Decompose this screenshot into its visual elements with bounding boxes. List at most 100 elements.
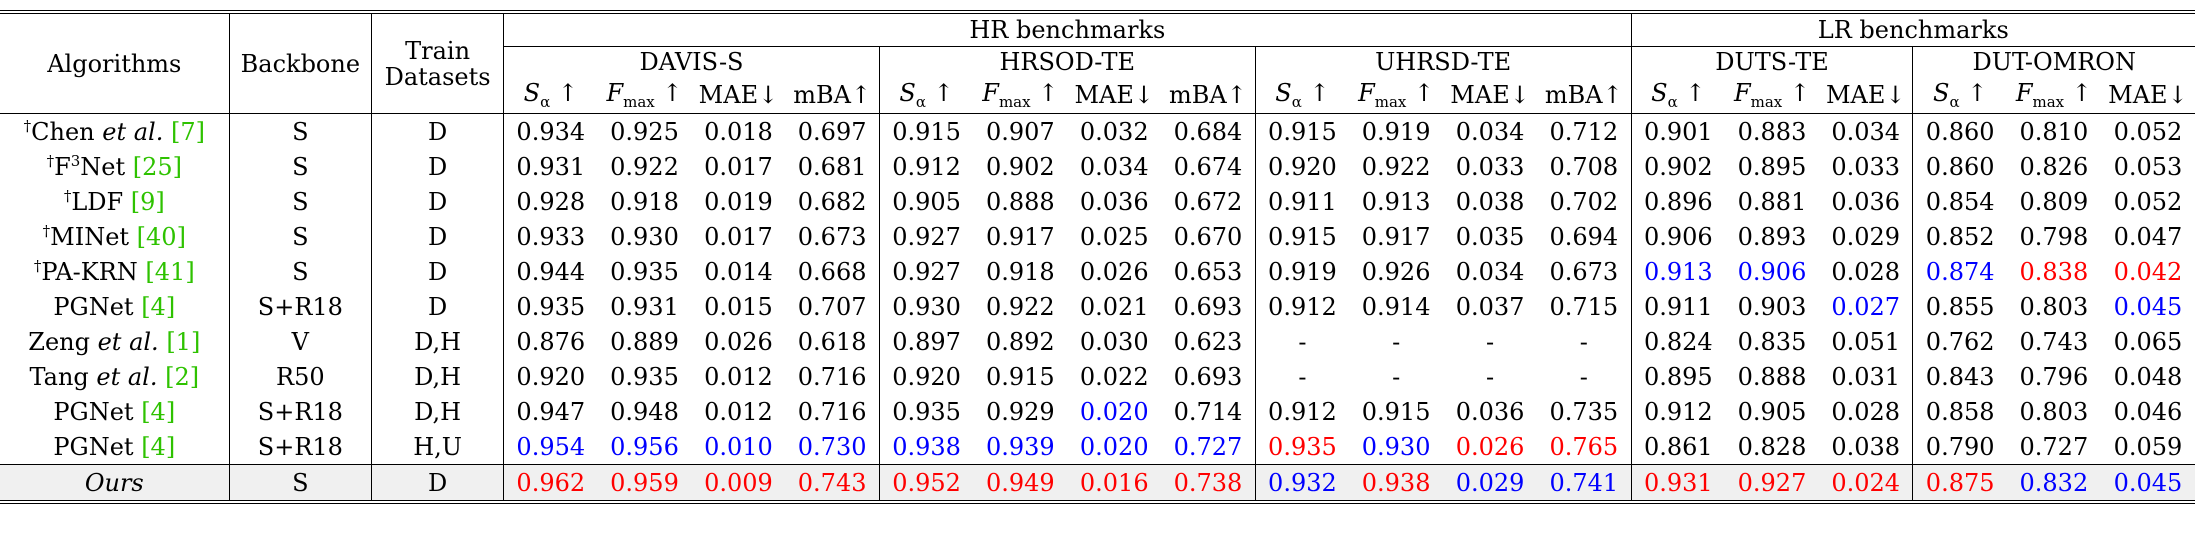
col-header-backbone: Backbone (229, 12, 373, 114)
table-row: †MINet [40] S D 0.933 0.930 0.017 0.673 0.927 0.… (0, 219, 2195, 254)
cell-davis-mae: 0.017 (704, 222, 773, 251)
citation-link[interactable]: [9] (130, 188, 165, 216)
cell-train-datasets: D (371, 149, 505, 184)
cell-dutomron-mae: 0.047 (2113, 222, 2183, 251)
cell-uhrsd-mba: - (1537, 359, 1632, 394)
table-row: PGNet [4] S+R18 D,H 0.947 0.948 0.012 0.716 0.9… (0, 394, 2195, 429)
citation-link[interactable]: [40] (136, 223, 186, 251)
cell-dutomron-mae: 0.065 (2113, 327, 2183, 356)
cell-davis-mba: 0.707 (785, 289, 880, 324)
cell-duts-mae: 0.031 (1818, 359, 1914, 394)
dataset-header-davis-s: DAVIS-S (503, 46, 880, 77)
cell-uhrsd-f-max: 0.913 (1361, 187, 1431, 216)
cell-uhrsd-f-max: 0.922 (1361, 152, 1431, 181)
cell-hrsod-mae: 0.034 (1079, 152, 1149, 181)
cell-train-datasets: D (371, 113, 505, 149)
cell-backbone: S (229, 219, 373, 254)
cell-davis-mba: 0.697 (785, 113, 880, 149)
cell-dutomron-s-alpha: 0.854 (1925, 187, 1995, 216)
citation-link[interactable]: [41] (145, 258, 195, 286)
cell-hrsod-f-max: 0.888 (985, 187, 1055, 216)
cell-duts-f-max: 0.888 (1737, 362, 1807, 391)
metric-header-dutomron-mae: MAE↓ (2100, 77, 2195, 114)
cell-davis-mba: 0.618 (785, 324, 880, 359)
cell-algorithm: PGNet [4] (0, 394, 230, 429)
cell-train-datasets: H,U (371, 429, 505, 465)
cell-davis-mba: 0.673 (785, 219, 880, 254)
cell-algorithm: †LDF [9] (0, 184, 230, 219)
table-row: PGNet [4] S+R18 D 0.935 0.931 0.015 0.707 0.930… (0, 289, 2195, 324)
cell-uhrsd-f-max: 0.930 (1361, 432, 1431, 461)
cell-davis-mae: 0.012 (704, 397, 773, 426)
dataset-header-dut-omron: DUT-OMRON (1972, 48, 2136, 76)
cell-duts-mae: 0.028 (1818, 254, 1914, 289)
cell-dutomron-mae: 0.045 (2113, 292, 2183, 321)
table-row: †F3Net [25] S D 0.931 0.922 0.017 0.681 0.912 0.… (0, 149, 2195, 184)
cell-algorithm: †PA-KRN [41] (0, 254, 230, 289)
cell-davis-mae: 0.015 (704, 292, 773, 321)
metric-header-hrsod-s-alpha: Sα ↑ (879, 77, 974, 114)
cell-uhrsd-s-alpha: 0.912 (1268, 292, 1337, 321)
cell-davis-s-alpha: 0.876 (516, 327, 586, 356)
cell-dutomron-s-alpha: 0.843 (1925, 362, 1995, 391)
cell-duts-f-max: 0.893 (1737, 222, 1807, 251)
cell-uhrsd-mae: 0.037 (1455, 292, 1525, 321)
cell-uhrsd-mae: 0.034 (1455, 257, 1525, 286)
cell-hrsod-s-alpha: 0.905 (892, 187, 961, 216)
cell-dutomron-mae: 0.059 (2113, 432, 2183, 461)
cell-backbone: R50 (229, 359, 373, 394)
cell-duts-s-alpha: 0.902 (1643, 152, 1713, 181)
cell-davis-mba: 0.716 (785, 359, 880, 394)
citation-link[interactable]: [4] (141, 397, 176, 426)
cell-backbone: S+R18 (229, 394, 373, 429)
cell-davis-mba: 0.743 (785, 464, 880, 502)
cell-davis-mae: 0.012 (704, 362, 773, 391)
group-header-lr: LR benchmarks (1631, 12, 2195, 47)
cell-uhrsd-mae: 0.033 (1455, 152, 1525, 181)
cell-duts-mae: 0.024 (1818, 464, 1914, 502)
cell-uhrsd-mae: 0.036 (1455, 397, 1525, 426)
metric-header-davis-s-alpha: Sα ↑ (503, 77, 598, 114)
cell-backbone: S+R18 (229, 289, 373, 324)
cell-duts-mae: 0.027 (1818, 289, 1914, 324)
cell-uhrsd-f-max: 0.938 (1349, 464, 1444, 502)
cell-hrsod-mba: 0.623 (1161, 324, 1256, 359)
cell-hrsod-mae: 0.032 (1079, 117, 1149, 146)
table-row: Tang et al. [2] R50 D,H 0.920 0.935 0.012 0.71… (0, 359, 2195, 394)
cell-davis-s-alpha: 0.935 (516, 292, 586, 321)
cell-hrsod-mba: 0.670 (1161, 219, 1256, 254)
cell-duts-mae: 0.033 (1818, 149, 1914, 184)
cell-dutomron-s-alpha: 0.858 (1925, 397, 1995, 426)
cell-duts-mae: 0.038 (1818, 429, 1914, 465)
cell-uhrsd-mae: 0.034 (1455, 117, 1525, 146)
citation-link[interactable]: [4] (141, 292, 176, 321)
dataset-header-duts-te: DUTS-TE (1631, 46, 1914, 77)
cell-hrsod-mae: 0.016 (1067, 464, 1162, 502)
citation-link[interactable]: [1] (166, 327, 201, 356)
cell-duts-s-alpha: 0.912 (1643, 397, 1713, 426)
cell-train-datasets: D,H (371, 394, 505, 429)
cell-duts-f-max: 0.835 (1737, 327, 1807, 356)
cell-davis-mae: 0.017 (704, 152, 773, 181)
cell-hrsod-f-max: 0.949 (973, 464, 1068, 502)
cell-hrsod-s-alpha: 0.930 (892, 292, 961, 321)
citation-link[interactable]: [7] (170, 118, 205, 146)
cell-hrsod-f-max: 0.892 (985, 327, 1055, 356)
cell-hrsod-f-max: 0.917 (985, 222, 1055, 251)
cell-davis-f-max: 0.931 (610, 292, 679, 321)
cell-train-datasets: D (371, 289, 505, 324)
cell-davis-s-alpha: 0.947 (516, 397, 586, 426)
cell-davis-s-alpha: 0.920 (516, 362, 586, 391)
cell-uhrsd-s-alpha: 0.935 (1268, 432, 1337, 461)
citation-link[interactable]: [2] (165, 362, 200, 391)
cell-hrsod-f-max: 0.907 (985, 117, 1055, 146)
citation-link[interactable]: [4] (141, 432, 176, 461)
cell-hrsod-s-alpha: 0.915 (892, 117, 961, 146)
metric-header-dutomron-s-alpha: Sα ↑ (1912, 77, 2007, 114)
cell-davis-f-max: 0.925 (610, 117, 679, 146)
cell-algorithm: †MINet [40] (0, 219, 230, 254)
citation-link[interactable]: [25] (132, 153, 183, 181)
cell-hrsod-mae: 0.021 (1079, 292, 1149, 321)
metric-header-uhrsd-f-max: Fmax ↑ (1349, 77, 1444, 114)
cell-davis-f-max: 0.935 (610, 257, 679, 286)
